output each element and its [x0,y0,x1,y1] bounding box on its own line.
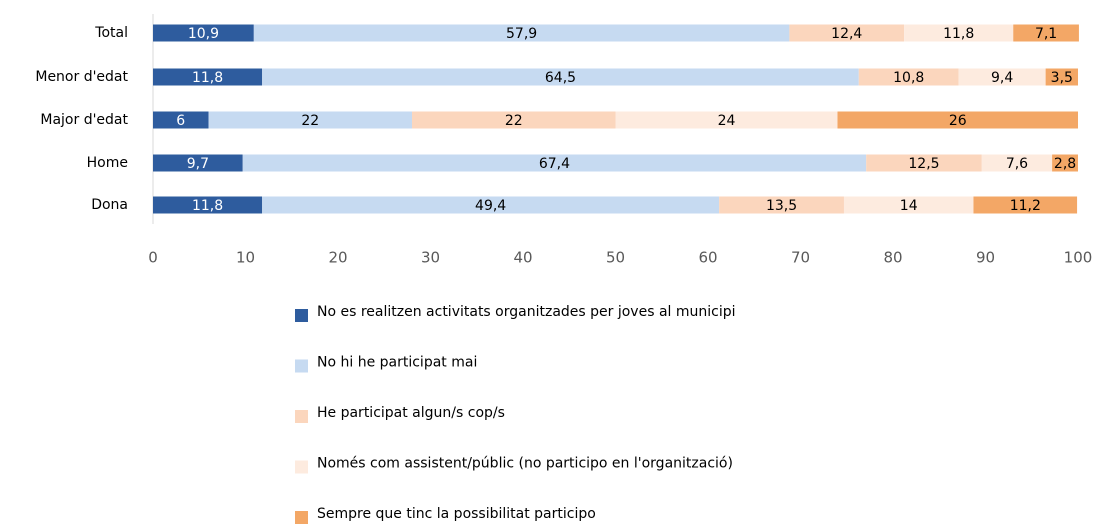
legend-swatch [295,410,308,423]
x-tick-label: 80 [883,249,902,267]
x-tick-label: 90 [976,249,995,267]
data-label: 11,2 [1010,198,1041,214]
bar-segment [973,196,1078,214]
legend-label: No hi he participat mai [317,355,477,371]
x-tick-label: 50 [606,249,625,267]
data-label: 11,8 [943,26,974,42]
bar-segment [153,111,209,129]
data-label: 12,4 [831,26,862,42]
category-label: Major d'edat [40,112,128,128]
data-label: 24 [718,113,736,129]
bar-segment [719,196,844,214]
data-label: 3,5 [1051,70,1073,86]
legend-label: No es realitzen activitats organitzades … [317,304,736,320]
data-label: 11,8 [192,198,223,214]
legend-swatch [295,359,308,373]
bar-segment [153,196,263,214]
legend-label: He participat algun/s cop/s [317,405,505,421]
data-label: 14 [900,198,918,214]
x-tick-label: 70 [791,249,810,267]
data-label: 7,6 [1006,156,1028,172]
bar-segment [1045,68,1078,86]
category-label: Dona [91,197,128,213]
x-tick-label: 40 [513,249,532,267]
bar-segment [153,68,263,86]
bar-segment [208,111,412,129]
x-tick-label: 10 [236,249,255,267]
data-label: 9,4 [991,70,1013,86]
bar-segment [843,196,974,214]
x-tick-label: 20 [328,249,347,267]
data-label: 11,8 [192,70,223,86]
bar-segment [153,154,243,172]
data-label: 57,9 [506,26,537,42]
data-label: 49,4 [475,198,506,214]
bar-segment [242,154,867,172]
x-tick-label: 0 [148,249,158,267]
bar-segment [262,196,720,214]
bar-segment [858,68,959,86]
data-label: 22 [505,113,523,129]
bar-segment [789,24,905,42]
category-label: Menor d'edat [35,69,128,85]
bar-segment [1052,154,1078,172]
data-label: 13,5 [766,198,797,214]
data-label: 9,7 [187,156,209,172]
data-label: 26 [949,113,967,129]
bar-segment [1013,24,1079,42]
data-label: 10,8 [893,70,924,86]
x-tick-label: 100 [1064,249,1093,267]
category-label: Total [94,25,128,41]
category-label: Home [87,155,128,171]
data-label: 64,5 [545,70,576,86]
legend-swatch [295,460,308,474]
data-label: 7,1 [1035,26,1057,42]
legend-label: Sempre que tinc la possibilitat particip… [317,506,596,522]
x-tick-label: 30 [421,249,440,267]
data-label: 6 [176,113,185,129]
legend-swatch [295,309,308,322]
bar-segment [866,154,982,172]
data-label: 12,5 [908,156,939,172]
bar-segment [837,111,1078,129]
legend-label: Només com assistent/públic (no participo… [317,456,733,472]
bar-segment [981,154,1053,172]
data-label: 2,8 [1054,156,1076,172]
data-label: 67,4 [539,156,570,172]
legend-swatch [295,511,308,524]
bar-segment [412,111,616,129]
bar-segment [615,111,838,129]
bar-segment [153,24,254,42]
bar-segment [262,68,859,86]
bar-segment [904,24,1014,42]
data-label: 10,9 [188,26,219,42]
x-tick-label: 60 [698,249,717,267]
bar-segment [958,68,1046,86]
data-label: 22 [301,113,319,129]
bar-segment [253,24,790,42]
